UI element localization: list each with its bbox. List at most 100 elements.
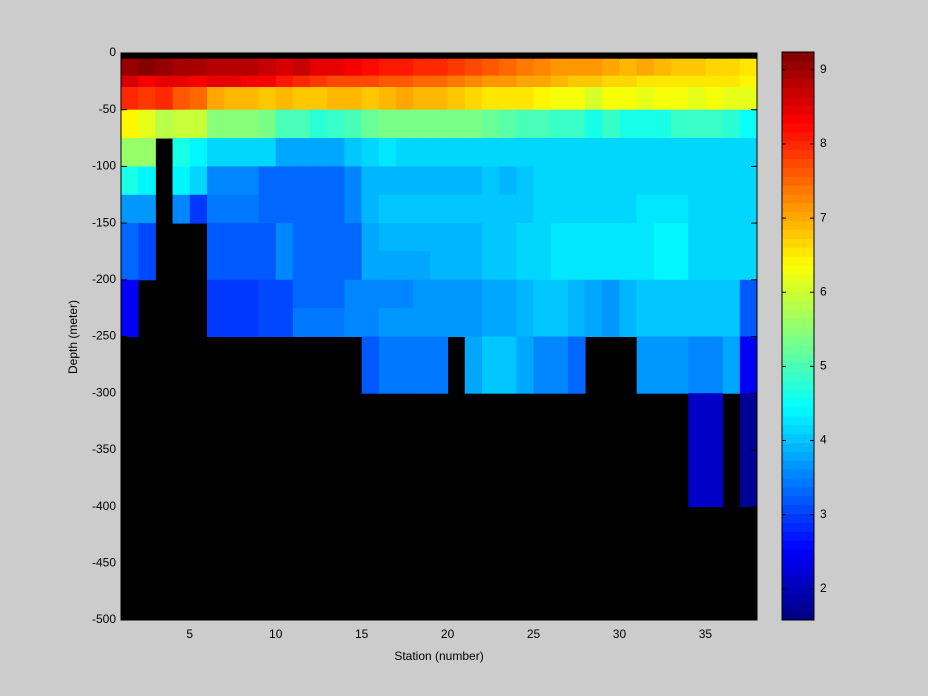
cell bbox=[241, 308, 260, 337]
colorbar-swatch bbox=[782, 371, 814, 381]
cell bbox=[671, 223, 689, 252]
cell bbox=[447, 138, 466, 167]
colorbar bbox=[782, 52, 814, 621]
cell bbox=[361, 308, 380, 337]
cell bbox=[258, 308, 277, 337]
cell bbox=[258, 87, 277, 111]
y-tick-label: -350 bbox=[92, 442, 116, 456]
cell bbox=[722, 138, 741, 167]
cell bbox=[481, 75, 500, 88]
cell bbox=[739, 75, 758, 88]
cell bbox=[275, 223, 294, 252]
cell bbox=[327, 194, 345, 224]
cell bbox=[464, 166, 483, 196]
cell bbox=[206, 58, 225, 77]
cell bbox=[481, 166, 500, 196]
cell bbox=[155, 87, 174, 111]
cell bbox=[653, 87, 672, 111]
cell bbox=[705, 194, 724, 224]
cell bbox=[224, 308, 242, 337]
y-tick-label: -450 bbox=[92, 555, 116, 569]
ticks: 2 3 4 5 6 7 8 9 5 10 15 20 25 30 35 0 -50 -100 -150 -200 -25… bbox=[92, 45, 827, 641]
cell bbox=[533, 279, 552, 309]
cell bbox=[447, 223, 466, 252]
cell bbox=[430, 138, 449, 167]
cell bbox=[155, 109, 174, 139]
cell bbox=[344, 87, 363, 111]
cell bbox=[378, 166, 397, 196]
cell bbox=[361, 251, 380, 281]
cell bbox=[671, 364, 689, 394]
cell bbox=[550, 166, 569, 196]
colorbar-swatch bbox=[782, 256, 814, 266]
colorbar-swatch bbox=[782, 229, 814, 239]
cell bbox=[499, 279, 517, 309]
cell bbox=[224, 58, 242, 77]
cell bbox=[344, 58, 363, 77]
colorbar-swatch bbox=[782, 318, 814, 328]
cell bbox=[481, 109, 500, 139]
cell bbox=[550, 364, 569, 394]
cell bbox=[396, 87, 414, 111]
cell bbox=[430, 251, 449, 281]
y-tick-label: -250 bbox=[92, 329, 116, 343]
cell bbox=[275, 251, 294, 281]
cell bbox=[138, 109, 156, 139]
cell bbox=[499, 166, 517, 196]
cell bbox=[447, 251, 466, 281]
cell bbox=[396, 279, 414, 309]
colorbar-tick-label: 5 bbox=[820, 359, 827, 373]
cell bbox=[550, 279, 569, 309]
cell bbox=[636, 194, 655, 224]
cell bbox=[206, 138, 225, 167]
cell bbox=[464, 308, 483, 337]
cell bbox=[206, 75, 225, 88]
cell bbox=[224, 138, 242, 167]
cell bbox=[619, 194, 638, 224]
cell bbox=[121, 87, 139, 111]
cell bbox=[481, 279, 500, 309]
cell bbox=[447, 87, 466, 111]
cell bbox=[705, 58, 724, 77]
cell bbox=[688, 58, 706, 77]
cell bbox=[378, 58, 397, 77]
cell bbox=[224, 75, 242, 88]
colorbar-swatch bbox=[782, 451, 814, 461]
cell bbox=[516, 58, 535, 77]
cell bbox=[189, 138, 208, 167]
cell bbox=[121, 308, 139, 337]
cell bbox=[413, 364, 431, 394]
y-axis-label: Depth (meter) bbox=[66, 300, 80, 374]
cell bbox=[258, 75, 277, 88]
cell bbox=[396, 308, 414, 337]
cell bbox=[121, 251, 139, 281]
cell bbox=[619, 109, 638, 139]
cell bbox=[378, 308, 397, 337]
cell bbox=[533, 87, 552, 111]
cell bbox=[241, 58, 260, 77]
cell bbox=[189, 75, 208, 88]
cell bbox=[121, 109, 139, 139]
cell bbox=[206, 251, 225, 281]
axes-frame bbox=[120, 52, 758, 621]
colorbar-swatch bbox=[782, 469, 814, 479]
colorbar-swatch bbox=[782, 78, 814, 88]
cell bbox=[396, 58, 414, 77]
cell bbox=[378, 364, 397, 394]
cell bbox=[653, 223, 672, 252]
colorbar-swatch bbox=[782, 353, 814, 364]
cell bbox=[430, 279, 449, 309]
cell bbox=[516, 251, 535, 281]
cell bbox=[292, 58, 311, 77]
cell bbox=[567, 336, 586, 366]
cell bbox=[688, 308, 706, 337]
cell bbox=[447, 75, 466, 88]
cell bbox=[310, 166, 328, 196]
cell bbox=[739, 58, 758, 77]
cell bbox=[310, 87, 328, 111]
cell bbox=[241, 87, 260, 111]
cell bbox=[396, 223, 414, 252]
x-axis-label: Station (number) bbox=[394, 649, 483, 663]
cell bbox=[464, 138, 483, 167]
cell bbox=[413, 308, 431, 337]
